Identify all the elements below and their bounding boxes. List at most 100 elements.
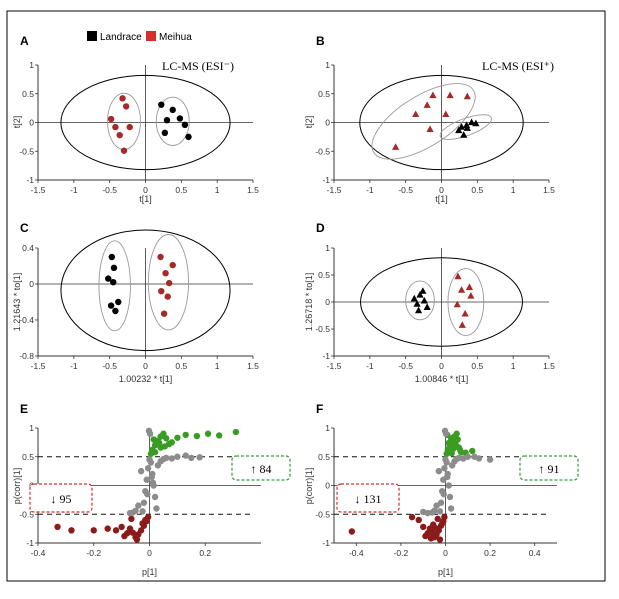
x-tick-label: -0.5	[102, 361, 117, 371]
y-tick-label: 0.4	[22, 243, 34, 253]
data-point	[121, 532, 128, 540]
data-point	[475, 455, 483, 462]
x-tick-label: 0.5	[471, 361, 483, 371]
y-tick-label: -0.4	[19, 315, 34, 325]
data-point	[196, 454, 203, 461]
x-tick-label: -1	[70, 361, 78, 371]
data-point	[427, 535, 435, 542]
data-point	[112, 527, 120, 534]
data-point	[120, 147, 128, 154]
series-landrace	[455, 118, 480, 138]
y-tick-label: -0.5	[315, 324, 330, 334]
data-point	[444, 473, 451, 481]
series-landrace	[410, 287, 431, 314]
x-tick-label: -0.2	[86, 548, 101, 558]
x-axis-label: 1.00232 * t[1]	[119, 374, 173, 384]
x-tick-label: 0.2	[484, 548, 496, 558]
x-axis-label: p[1]	[142, 567, 157, 577]
ellipse-hotelling-t2	[359, 74, 524, 171]
data-point	[392, 143, 400, 150]
data-point	[185, 133, 192, 141]
y-tick-label: -1	[26, 538, 34, 548]
data-point	[188, 454, 195, 462]
panel-letter: F	[316, 402, 323, 416]
data-point	[232, 428, 240, 436]
data-point	[445, 482, 453, 489]
y-tick-label: 1	[29, 60, 34, 70]
data-point	[467, 292, 475, 299]
x-tick-label: 0.4	[529, 548, 541, 558]
data-point	[416, 290, 424, 298]
data-point	[413, 300, 421, 307]
ellipse-landrace-group	[98, 240, 131, 332]
data-point	[415, 516, 422, 524]
data-point	[149, 479, 157, 486]
data-point	[440, 490, 447, 498]
panel-a: ALC-MS (ESI⁻)-1.5 -1 -0.5 0 0.5 1 1.5-1-0.500.…	[12, 34, 259, 204]
data-point	[454, 272, 462, 280]
annotation-label-right: ↑ 91	[539, 462, 560, 476]
data-point	[420, 296, 428, 304]
data-point	[160, 310, 168, 317]
ellipse-landrace-group	[155, 96, 190, 146]
data-point	[156, 439, 163, 447]
annotation-label-left: ↓ 131	[355, 492, 382, 506]
x-tick-label: -1.5	[327, 185, 342, 195]
ellipse-landrace-group	[405, 280, 435, 321]
data-point	[448, 450, 455, 457]
data-point	[463, 92, 471, 100]
x-tick-label: 0	[143, 361, 148, 371]
data-point	[348, 528, 356, 535]
panel-f: F -0.4 -0.2 0 0.2 0.4 -1 -0.5 0 0.5 1 p[1] p(corr)[1…	[304, 402, 579, 577]
x-tick-label: -0.5	[102, 185, 117, 195]
data-point	[442, 110, 450, 118]
data-point	[422, 532, 429, 540]
x-tick-label: -1	[366, 185, 374, 195]
data-point	[151, 448, 159, 456]
data-point	[105, 275, 112, 282]
y-axis-label: 1.21643 * to[1]	[12, 273, 22, 332]
data-point	[144, 465, 152, 472]
y-tick-label: -1	[322, 351, 330, 361]
data-point	[107, 115, 115, 123]
x-tick-label: 0	[443, 548, 448, 558]
x-axis-label: t[1]	[435, 194, 448, 204]
annotation-label-right: ↑ 84	[251, 462, 272, 476]
x-tick-label: 1	[215, 361, 220, 371]
x-axis-label: 1.00846 * t[1]	[415, 374, 469, 384]
data-point	[410, 294, 418, 302]
annotation-box-right	[231, 455, 291, 481]
data-point	[446, 443, 453, 450]
data-point	[126, 525, 134, 532]
data-point	[161, 129, 169, 137]
x-tick-label: 0.5	[471, 185, 483, 195]
x-tick-label: -0.4	[31, 548, 46, 558]
data-point	[118, 523, 125, 531]
y-tick-label: 1	[325, 243, 330, 253]
legend-swatch-meihua	[146, 31, 156, 41]
legend: Landrace Meihua	[87, 31, 192, 43]
data-point	[140, 499, 148, 506]
x-axis-label: t[1]	[139, 194, 152, 204]
y-tick-label: 1	[325, 60, 330, 70]
panel-letter: C	[20, 221, 29, 235]
data-point	[446, 493, 454, 501]
data-point	[110, 264, 118, 271]
y-tick-label: 0.5	[22, 89, 34, 99]
data-point	[148, 473, 155, 481]
data-point	[128, 515, 135, 523]
series-not-significant	[126, 427, 203, 517]
data-point	[457, 286, 466, 293]
x-tick-label: -1.5	[31, 361, 46, 371]
data-point	[215, 432, 223, 439]
data-point	[145, 427, 153, 435]
series-downregulated	[348, 513, 448, 543]
data-point	[423, 101, 431, 108]
x-tick-label: 1	[511, 361, 516, 371]
legend-label-landrace: Landrace	[100, 32, 142, 43]
data-point	[468, 118, 476, 126]
data-point	[116, 131, 123, 139]
data-point	[460, 131, 468, 138]
data-point	[150, 436, 157, 443]
data-point	[139, 520, 146, 527]
